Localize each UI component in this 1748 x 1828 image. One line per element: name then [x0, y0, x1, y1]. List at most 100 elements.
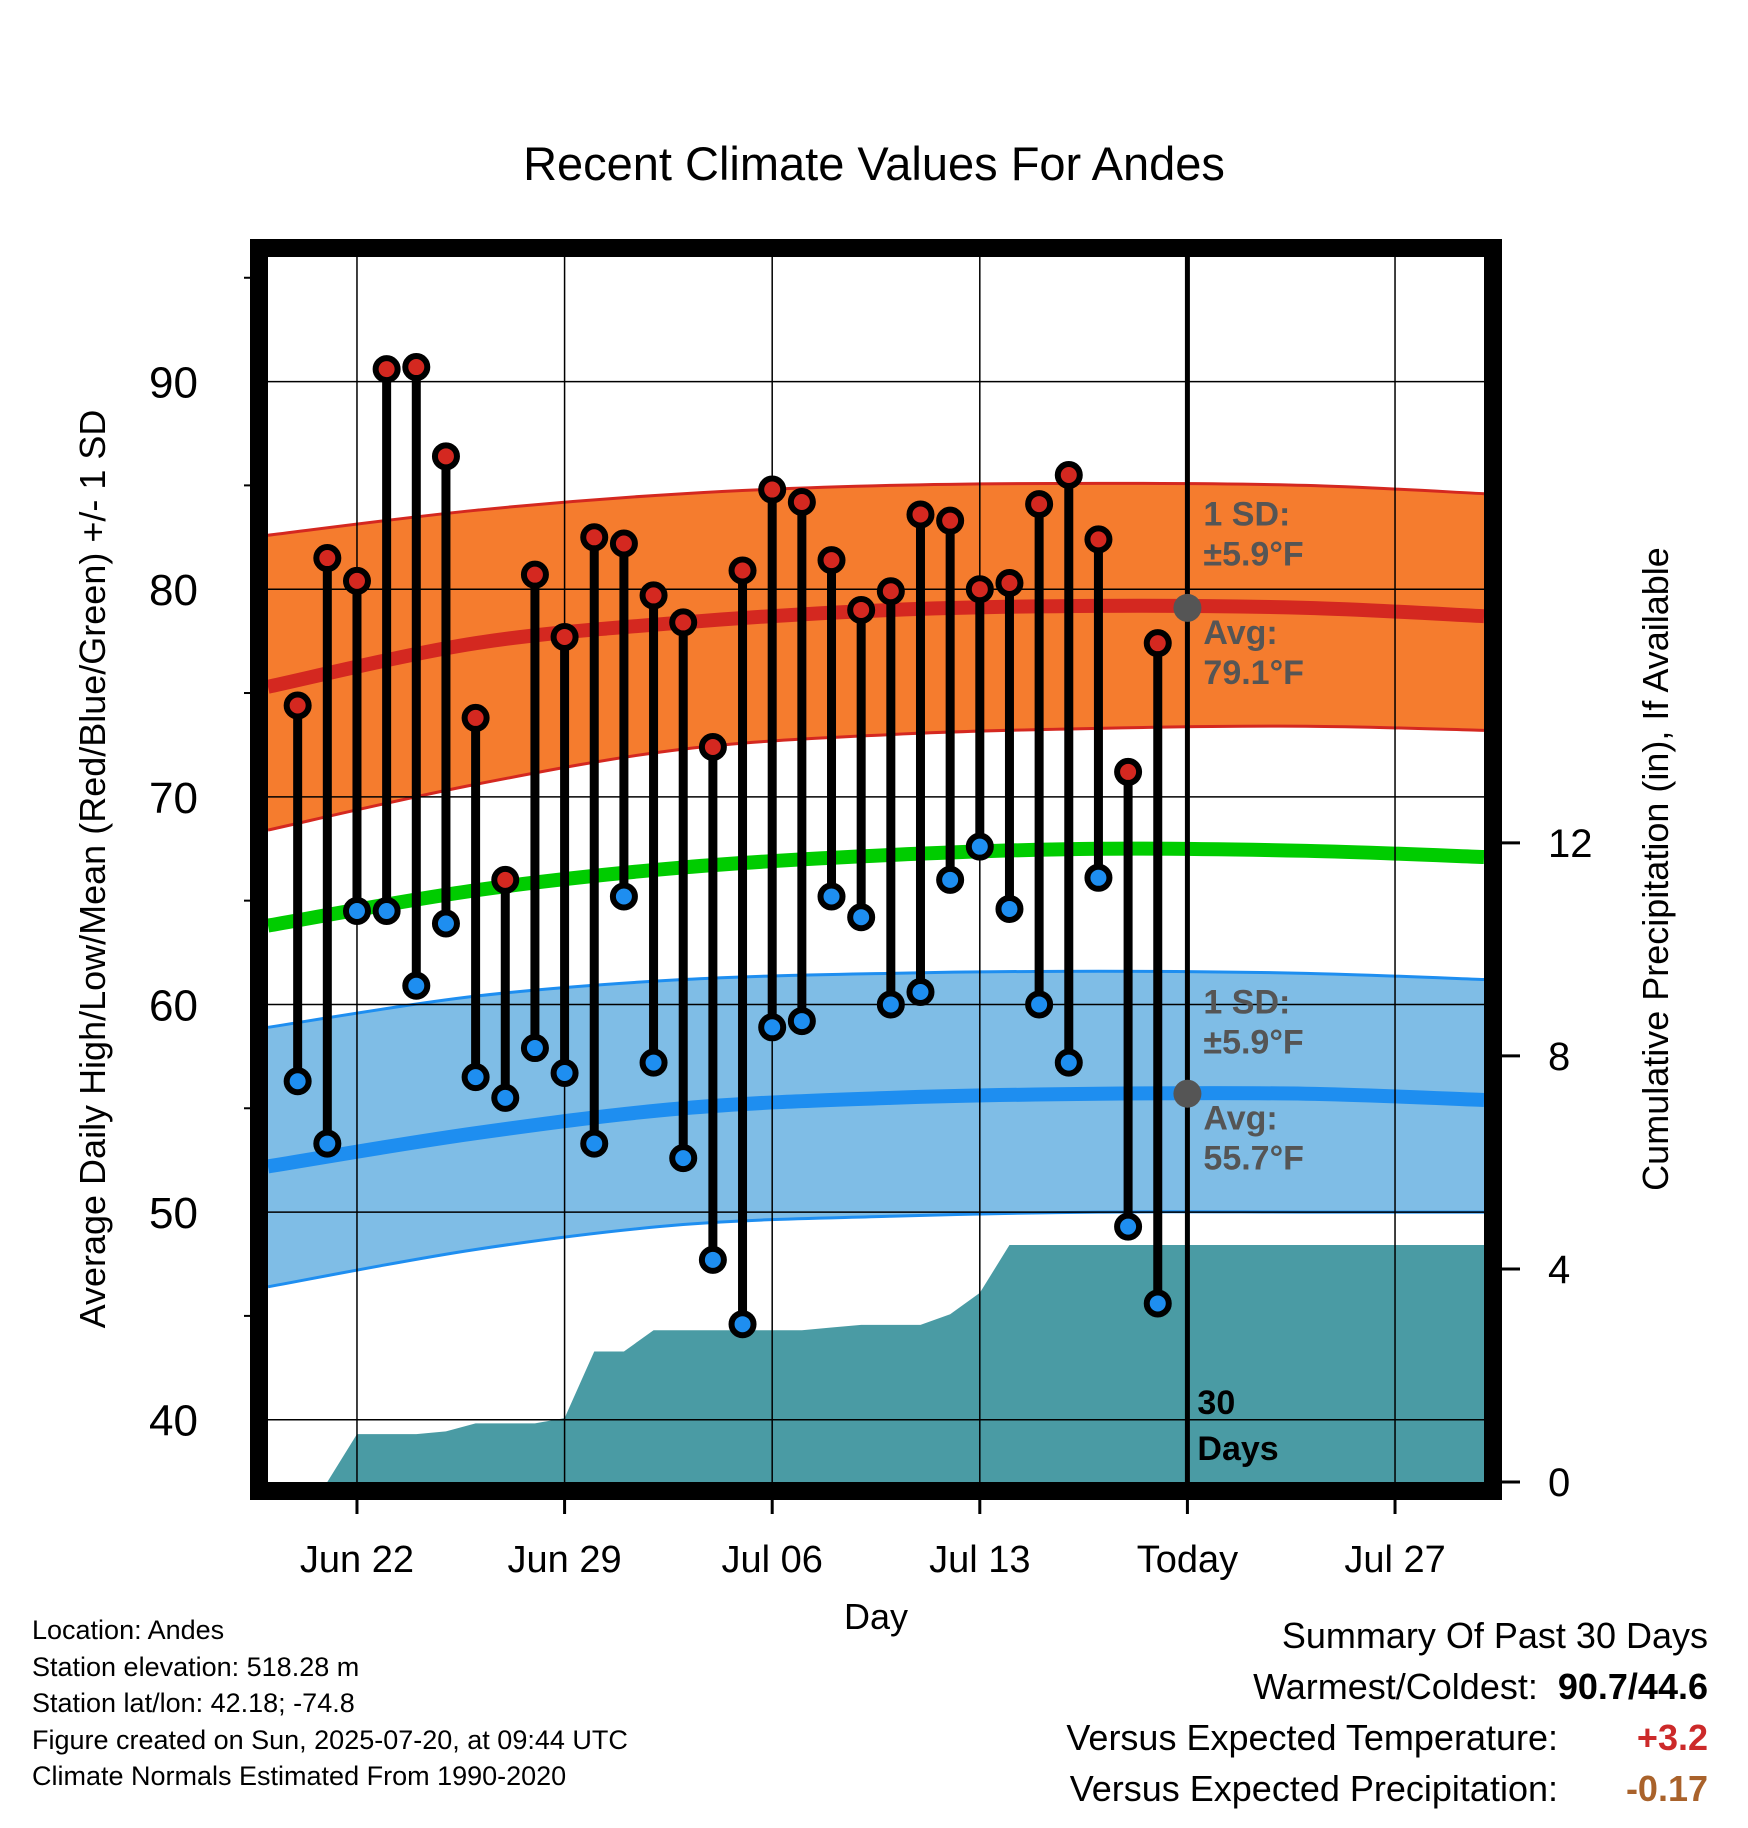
- y2-tick-label: 4: [1548, 1248, 1570, 1292]
- high-point: [817, 546, 846, 575]
- high-today-avg-marker: [1173, 593, 1202, 622]
- low-point: [817, 882, 846, 911]
- low-point: [313, 1129, 342, 1158]
- low-point: [491, 1083, 520, 1112]
- location-text: Location: Andes: [32, 1615, 225, 1645]
- x-axis-label: Day: [844, 1596, 908, 1637]
- low-today-avg-marker: [1173, 1079, 1202, 1108]
- high-point: [847, 595, 876, 624]
- high-point: [876, 577, 905, 606]
- summary-title: Summary Of Past 30 Days: [1281, 1615, 1708, 1656]
- low-avg-label: Avg:: [1203, 1100, 1277, 1138]
- high-point: [1114, 757, 1143, 786]
- high-point: [639, 581, 668, 610]
- low-point: [609, 882, 638, 911]
- axes: [244, 276, 1520, 1514]
- low-point: [1054, 1048, 1083, 1077]
- low-point: [787, 1007, 816, 1036]
- high-point: [313, 544, 342, 573]
- high-point: [787, 488, 816, 516]
- high-avg-value: 79.1°F: [1203, 654, 1304, 692]
- summary-precip-label: Versus Expected Precipitation:: [1069, 1768, 1558, 1809]
- high-band-upper-edge: [267, 481, 1485, 537]
- y-tick-label: 40: [149, 1397, 198, 1446]
- y-tick-label: 90: [149, 359, 198, 408]
- x-tick-label: Jul 13: [929, 1539, 1030, 1581]
- low-point: [995, 894, 1024, 923]
- low-sd-value: ±5.9°F: [1203, 1023, 1303, 1061]
- low-normal-line: [266, 1086, 1485, 1174]
- summary-warmest-value: 90.7/44.6: [1557, 1666, 1708, 1707]
- high-point: [906, 500, 935, 529]
- high-point: [1084, 525, 1113, 554]
- low-sd-label: 1 SD:: [1203, 983, 1290, 1021]
- low-point: [669, 1144, 698, 1173]
- low-point: [1084, 863, 1113, 892]
- low-point: [1143, 1289, 1172, 1318]
- high-point: [965, 575, 994, 604]
- summary-precip-value: -0.17: [1625, 1768, 1708, 1809]
- y2-axis-label: Cumulative Precipitation (in), If Availa…: [1635, 547, 1676, 1191]
- today-days-number: 30: [1197, 1384, 1235, 1422]
- high-sd-value: ±5.9°F: [1203, 535, 1303, 573]
- high-point: [728, 556, 757, 585]
- high-point: [283, 691, 312, 720]
- y-tick-label: 50: [149, 1189, 198, 1238]
- high-point: [995, 568, 1024, 597]
- high-point: [758, 475, 787, 504]
- y2-tick-label: 12: [1548, 822, 1593, 866]
- low-point: [758, 1013, 787, 1042]
- summary-precip-row: Versus Expected Precipitation: -0.17: [1066, 1763, 1708, 1814]
- x-tick-label: Jul 06: [721, 1539, 822, 1581]
- normals-text: Climate Normals Estimated From 1990-2020: [32, 1761, 567, 1791]
- x-tick-label: Jul 27: [1344, 1539, 1445, 1581]
- low-sd-band: [268, 971, 1484, 1287]
- low-point: [580, 1129, 609, 1158]
- high-sd-band: [268, 483, 1484, 831]
- station-info: Location: Andes Station elevation: 518.2…: [32, 1612, 628, 1795]
- low-point: [550, 1058, 579, 1087]
- low-point: [936, 865, 965, 894]
- high-point: [669, 608, 698, 637]
- summary-temp-label: Versus Expected Temperature:: [1066, 1717, 1558, 1758]
- created-text: Figure created on Sun, 2025-07-20, at 09…: [32, 1724, 628, 1755]
- summary-temp-value: +3.2: [1636, 1717, 1708, 1758]
- summary-warmest-label: Warmest/Coldest:: [1253, 1666, 1538, 1707]
- low-point: [431, 909, 460, 938]
- low-point: [1025, 990, 1054, 1019]
- summary-warmest-row: Warmest/Coldest: 90.7/44.6: [1066, 1661, 1708, 1712]
- high-point: [461, 703, 490, 732]
- low-point: [1114, 1212, 1143, 1241]
- precip-area: [297, 1244, 1484, 1482]
- low-point: [283, 1067, 312, 1096]
- high-point: [609, 529, 638, 558]
- observations: [283, 353, 1172, 1339]
- high-avg-label: Avg:: [1203, 614, 1277, 652]
- summary-temp-row: Versus Expected Temperature: +3.2: [1066, 1712, 1708, 1763]
- high-point: [372, 355, 401, 384]
- high-point: [520, 560, 549, 589]
- low-point: [876, 990, 905, 1019]
- low-point: [461, 1063, 490, 1092]
- elevation-text: Station elevation: 518.28 m: [32, 1651, 360, 1682]
- low-point: [728, 1310, 757, 1339]
- high-point: [580, 523, 609, 552]
- latlon-text: Station lat/lon: 42.18; -74.8: [32, 1688, 355, 1718]
- y2-tick-label: 0: [1548, 1461, 1570, 1505]
- low-avg-value: 55.7°F: [1203, 1140, 1304, 1178]
- today-days-word: Days: [1197, 1430, 1278, 1468]
- plot-frame: [250, 239, 1502, 1500]
- low-point: [639, 1048, 668, 1077]
- low-point: [372, 897, 401, 926]
- y-tick-label: 70: [149, 774, 198, 823]
- low-point: [342, 897, 371, 926]
- high-point: [1054, 461, 1083, 490]
- high-point: [1143, 629, 1172, 658]
- high-point: [550, 622, 579, 651]
- high-point: [431, 442, 460, 471]
- high-sd-label: 1 SD:: [1203, 495, 1290, 533]
- low-point: [698, 1245, 727, 1274]
- low-point: [402, 971, 431, 1000]
